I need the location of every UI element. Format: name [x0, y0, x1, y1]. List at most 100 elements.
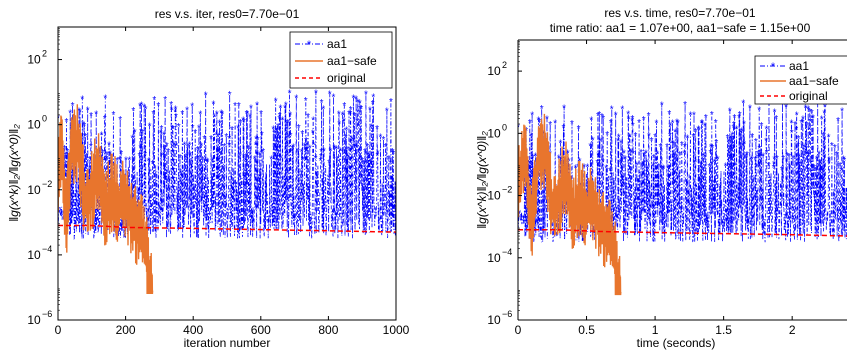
aa1-marker: *	[772, 159, 776, 170]
aa1-marker: *	[358, 98, 362, 109]
aa1-marker: *	[350, 144, 354, 155]
aa1-marker: *	[537, 117, 541, 128]
aa1-marker: *	[827, 156, 831, 167]
aa1-marker: *	[205, 156, 209, 167]
aa1-marker: *	[213, 112, 217, 123]
aa1-marker: *	[82, 121, 86, 132]
aa1-marker: *	[744, 152, 748, 163]
aa1-marker: *	[585, 163, 589, 174]
aa1-marker: *	[165, 141, 169, 152]
left-legend-original-label: original	[327, 71, 366, 85]
aa1-marker: *	[103, 156, 107, 167]
aa1-marker: *	[660, 100, 664, 111]
x-tick-label: 0	[515, 323, 522, 337]
aa1-marker: *	[562, 103, 566, 114]
aa1-marker: *	[139, 144, 143, 155]
aa1-marker: *	[536, 116, 540, 127]
aa1-marker: *	[688, 111, 692, 122]
aa1-marker: *	[818, 158, 822, 169]
aa1-marker: *	[171, 124, 175, 135]
aa1-marker: *	[789, 118, 793, 129]
aa1-marker: *	[294, 94, 298, 105]
aa1-marker: *	[328, 146, 332, 157]
aa1-marker: *	[174, 141, 178, 152]
aa1-marker: *	[249, 104, 253, 115]
aa1-marker: *	[279, 153, 283, 164]
aa1-marker: *	[709, 148, 713, 159]
aa1-marker: *	[567, 157, 571, 168]
aa1-marker: *	[816, 100, 820, 111]
aa1-marker: *	[759, 148, 763, 159]
aa1-marker: *	[601, 114, 605, 125]
aa1-marker: *	[548, 120, 552, 131]
aa1-marker: *	[637, 118, 641, 129]
aa1-marker: *	[357, 122, 361, 133]
aa1-marker: *	[314, 154, 318, 165]
right-y-axis-label: ‖g(x^k)‖₂/‖g(x^0)‖₂	[475, 131, 489, 229]
aa1-marker: *	[140, 128, 144, 139]
aa1-marker: *	[714, 138, 718, 149]
aa1-marker: *	[215, 130, 219, 141]
aa1-marker: *	[216, 132, 220, 143]
aa1-marker: *	[804, 144, 808, 155]
aa1-marker: *	[303, 156, 307, 167]
aa1-marker: *	[652, 153, 656, 164]
aa1-marker: *	[699, 164, 703, 175]
aa1-marker: *	[673, 127, 677, 138]
aa1-marker: *	[244, 156, 248, 167]
original-line	[518, 228, 847, 237]
aa1-marker: *	[801, 118, 805, 129]
aa1-marker: *	[842, 154, 846, 165]
aa1-marker: *	[733, 113, 737, 124]
aa1-marker: *	[620, 151, 624, 162]
aa1-marker: *	[810, 113, 814, 124]
aa1-marker: *	[733, 160, 737, 171]
aa1-marker: *	[215, 109, 219, 120]
aa1-marker: *	[703, 122, 707, 133]
aa1-marker: *	[275, 145, 279, 156]
aa1-marker: *	[805, 120, 809, 131]
aa1-marker: *	[693, 158, 697, 169]
aa1-marker: *	[642, 115, 646, 126]
aa1-marker: *	[71, 101, 75, 112]
aa1-marker: *	[729, 135, 733, 146]
aa1-marker: *	[304, 136, 308, 147]
aa1-marker: *	[558, 139, 562, 150]
aa1-marker: *	[289, 131, 293, 142]
aa1-marker: *	[742, 120, 746, 131]
aa1-marker: *	[758, 144, 762, 155]
left-series-aa1-safe	[58, 104, 154, 295]
aa1-marker: *	[359, 104, 363, 115]
aa1-marker: *	[300, 148, 304, 159]
aa1-marker: *	[714, 118, 718, 129]
aa1-marker: *	[696, 124, 700, 135]
aa1-marker: *	[108, 149, 112, 160]
aa1-marker: *	[596, 151, 600, 162]
aa1-marker: *	[142, 103, 146, 114]
aa1-marker: *	[339, 146, 343, 157]
aa1-marker: *	[833, 143, 837, 154]
aa1-marker: *	[224, 132, 228, 143]
aa1-marker: *	[342, 101, 346, 112]
aa1-marker: *	[366, 151, 370, 162]
aa1-marker: *	[790, 128, 794, 139]
aa1-marker: *	[337, 109, 341, 120]
aa1-marker: *	[822, 108, 826, 119]
aa1-marker: *	[227, 141, 231, 152]
aa1-marker: *	[139, 143, 143, 154]
aa1-marker: *	[670, 139, 674, 150]
aa1-marker: *	[700, 118, 704, 129]
aa1-marker: *	[617, 133, 621, 144]
aa1-marker: *	[185, 106, 189, 117]
aa1-marker: *	[81, 120, 85, 131]
aa1-marker: *	[363, 147, 367, 158]
aa1-marker: *	[391, 149, 395, 160]
aa1-marker: *	[198, 109, 202, 120]
y-tick-exponent: −2	[42, 179, 52, 189]
aa1-marker: *	[808, 107, 812, 118]
aa1-marker: *	[254, 140, 258, 151]
aa1-marker: *	[732, 120, 736, 131]
aa1-marker: *	[772, 154, 776, 165]
aa1-marker: *	[351, 93, 355, 104]
